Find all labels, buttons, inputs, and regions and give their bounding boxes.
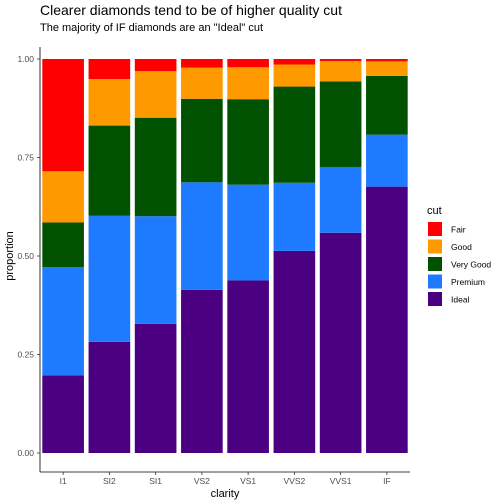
bar-vs2-good [181,67,223,99]
bar-i1-fair [42,59,84,172]
bar-i1-premium [42,267,84,376]
bar-vs1-good [227,67,269,100]
bar-vvs1-fair [319,59,362,61]
chart-subtitle: The majority of IF diamonds are an "Idea… [40,22,263,34]
bar-i1-very-good [42,222,84,268]
legend-key-premium [428,274,442,289]
legend-key-ideal [428,292,442,306]
x-tick-label: SI2 [103,476,116,486]
y-axis-ticks: 0.00 0.25 0.50 0.75 1.00 [17,54,40,458]
bar-si2-ideal [88,341,131,453]
bar-if-ideal [366,186,408,453]
bar-si2-premium [88,215,131,342]
bar-if-very-good [366,75,408,135]
bar-vs1-ideal [227,280,269,453]
bar-vs1-fair [227,59,269,68]
bar-si1-premium [134,216,177,324]
bar-vvs1-good [319,60,362,82]
bar-vs2-very-good [181,98,223,183]
bar-vvs2-good [273,64,316,87]
legend-key-good [428,239,442,254]
bar-vs1-very-good [227,99,269,185]
y-tick-label: 0.75 [17,153,34,163]
bar-vvs2-ideal [273,250,316,453]
bar-si2-fair [88,59,131,80]
x-tick-label: VVS2 [284,476,306,486]
bar-vvs1-premium [319,166,362,233]
bar-vvs2-very-good [273,86,316,183]
bar-si2-good [88,79,131,126]
bar-si1-good [134,71,177,118]
bar-si2-very-good [88,125,131,216]
bar-vs1-premium [227,184,269,281]
y-tick-label: 1.00 [17,54,34,64]
legend-title: cut [427,205,442,217]
bar-if-fair [366,59,408,62]
chart-title: Clearer diamonds tend to be of higher qu… [40,2,342,18]
bar-if-premium [366,134,408,187]
bar-vs2-ideal [181,289,223,453]
bar-si1-very-good [134,117,177,217]
y-tick-label: 0.00 [17,448,34,458]
x-axis-title: clarity [211,488,240,500]
bar-vs2-premium [181,182,223,290]
x-tick-label: VVS1 [330,476,352,486]
x-tick-label: I1 [60,476,67,486]
legend-label: Fair [451,225,466,235]
legend: cut Fair Good Very Good Premium Ideal [427,205,491,306]
legend-key-fair [428,222,442,236]
bar-vvs1-ideal [319,232,362,453]
legend-label: Good [451,242,472,252]
x-axis-ticks: I1 SI2 SI1 VS2 VS1 VVS2 VVS1 IF [60,472,391,486]
bar-vs2-fair [181,59,223,68]
bar-si1-fair [134,59,177,72]
bar-vvs1-very-good [319,81,362,167]
y-axis-title: proportion [4,231,16,281]
bar-i1-good [42,171,84,223]
y-tick-label: 0.25 [17,350,34,360]
x-tick-label: IF [383,476,391,486]
legend-items: Fair Good Very Good Premium Ideal [428,222,491,306]
legend-label: Ideal [451,295,470,305]
bar-si1-ideal [134,323,177,453]
legend-label: Very Good [451,260,491,270]
bar-vvs2-premium [273,182,316,251]
x-tick-label: VS2 [194,476,210,486]
bar-if-good [366,61,408,76]
legend-label: Premium [451,277,485,287]
legend-key-very-good [428,257,442,271]
bar-vvs2-fair [273,59,316,65]
y-tick-label: 0.50 [17,251,34,261]
bars-group [42,59,408,453]
x-tick-label: SI1 [149,476,162,486]
x-tick-label: VS1 [240,476,256,486]
bar-i1-ideal [42,375,84,453]
